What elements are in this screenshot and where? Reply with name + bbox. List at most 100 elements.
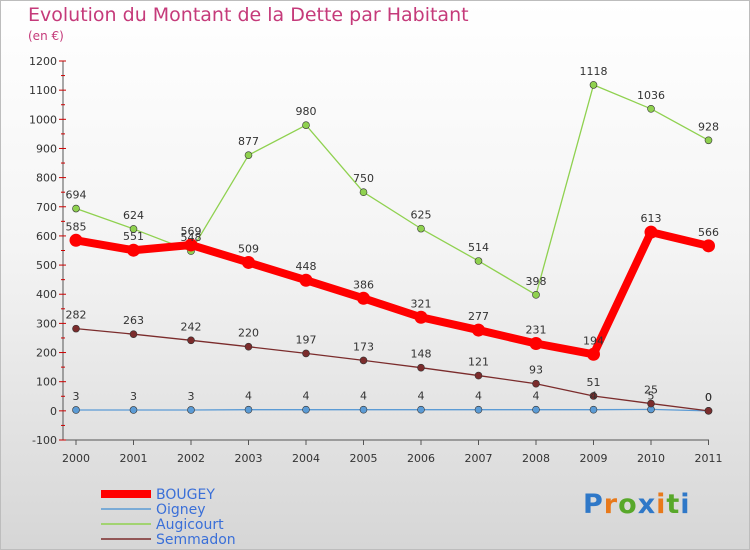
data-label: 750 (353, 172, 374, 185)
data-point (589, 392, 598, 400)
data-point (704, 407, 713, 415)
data-label: 231 (526, 324, 547, 337)
data-label: 613 (641, 212, 662, 225)
data-point (359, 405, 368, 414)
data-point (704, 136, 713, 145)
data-point (302, 405, 310, 414)
data-point (187, 336, 195, 345)
data-label: 5 (648, 389, 655, 402)
data-point (129, 406, 138, 414)
data-point (244, 342, 253, 351)
data-point (647, 399, 655, 408)
data-label: 4 (418, 390, 425, 403)
data-point (589, 81, 598, 89)
data-label: 509 (238, 242, 259, 255)
data-label: 980 (296, 105, 317, 118)
legend-label: BOUGEY (156, 487, 215, 503)
logo-letter: t (666, 489, 681, 520)
proxiti-logo: Proxiti (583, 489, 691, 520)
data-label: 928 (698, 120, 719, 133)
data-label: 51 (587, 376, 601, 389)
data-label: 282 (66, 309, 87, 322)
data-label: 0 (705, 391, 712, 404)
x-tick-label: 2006 (407, 452, 435, 465)
data-point (532, 291, 540, 299)
x-tick-label: 2000 (62, 452, 90, 465)
series-line (75, 327, 710, 412)
data-label: 3 (130, 390, 137, 403)
data-label: 242 (181, 320, 202, 333)
chart-title: Evolution du Montant de la Dette par Hab… (28, 4, 469, 26)
x-tick-label: 2011 (695, 452, 723, 465)
legend-label: Augicourt (156, 517, 224, 533)
logo-letter: i (680, 489, 691, 520)
data-point (472, 323, 485, 337)
data-point (417, 363, 425, 372)
data-label: 694 (66, 189, 87, 202)
data-label: 321 (411, 297, 432, 310)
x-tick-label: 2010 (637, 452, 665, 465)
x-tick-label: 2005 (350, 452, 378, 465)
logo-letter: i (656, 489, 667, 520)
data-point (127, 243, 140, 257)
x-tick-label: 2001 (120, 452, 148, 465)
data-point (702, 239, 715, 253)
data-point (474, 405, 483, 414)
data-label: 569 (181, 225, 202, 238)
data-point (532, 405, 540, 414)
logo-letter: r (603, 489, 619, 520)
logo-letter: o (618, 489, 638, 520)
data-point (359, 188, 368, 196)
data-point (532, 379, 540, 388)
data-label: 1036 (637, 89, 665, 102)
x-tick-label: 2004 (292, 452, 320, 465)
legend-label: Oigney (156, 502, 206, 518)
data-label: 514 (468, 241, 489, 254)
data-point (414, 310, 428, 324)
data-point (129, 225, 138, 233)
data-label: 277 (468, 310, 489, 323)
data-label: 4 (533, 390, 540, 403)
y-tick-label: 400 (36, 288, 57, 301)
data-point (187, 406, 195, 414)
data-label: 585 (66, 220, 87, 233)
data-label: 197 (296, 333, 317, 346)
data-label: 4 (360, 390, 367, 403)
data-point (72, 204, 80, 213)
y-tick-label: 700 (36, 201, 57, 214)
data-label: 551 (123, 230, 144, 243)
data-point (184, 238, 198, 252)
data-label: 4 (475, 390, 482, 403)
data-point (72, 406, 80, 414)
x-tick-label: 2008 (522, 452, 550, 465)
series-line (72, 228, 713, 359)
data-label: 220 (238, 327, 259, 340)
data-label: 194 (583, 334, 604, 347)
data-point (417, 405, 425, 414)
data-label: 148 (411, 348, 432, 361)
data-point (72, 324, 80, 333)
y-tick-label: 800 (36, 172, 57, 185)
data-label: 4 (245, 390, 252, 403)
data-label: 3 (188, 390, 195, 403)
data-point (589, 405, 598, 414)
data-label: 173 (353, 340, 374, 353)
data-point (302, 349, 310, 358)
data-point (417, 224, 425, 233)
data-point (529, 337, 543, 351)
data-label: 4 (303, 390, 310, 403)
x-tick-label: 2009 (580, 452, 608, 465)
y-tick-label: 100 (36, 376, 57, 389)
series-line (75, 408, 710, 412)
data-label: 398 (526, 275, 547, 288)
data-point (302, 121, 310, 129)
data-point (359, 356, 368, 365)
data-label: 4 (590, 390, 597, 403)
data-label: 877 (238, 135, 259, 148)
data-point (474, 371, 483, 380)
x-tick-label: 2007 (465, 452, 493, 465)
y-tick-label: 600 (36, 230, 57, 243)
y-tick-label: 900 (36, 142, 57, 155)
data-point (242, 255, 255, 269)
